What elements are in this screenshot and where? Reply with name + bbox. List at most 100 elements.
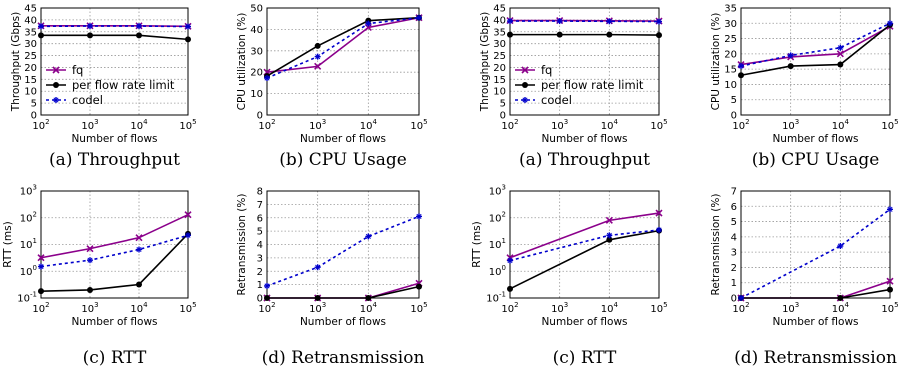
chart-caption: (a) Throughput (519, 150, 650, 170)
data-point-codel (738, 295, 744, 301)
y-tick-label: 8 (257, 187, 263, 198)
y-tick-label: 101 (489, 237, 506, 251)
chart-caption: (c) RTT (553, 348, 617, 368)
x-axis-label: Number of flows (772, 316, 858, 328)
data-point-rate (87, 286, 93, 293)
y-tick-label: 5 (731, 95, 737, 106)
series-line-fq (266, 16, 420, 73)
y-tick-label: 7 (731, 187, 737, 198)
y-tick-label: 30 (724, 19, 737, 30)
y-tick-label: 5 (731, 217, 737, 228)
data-point-fq (521, 66, 529, 74)
y-tick-label: 15 (24, 75, 37, 86)
y-tick-label: 35 (493, 27, 506, 38)
data-point-codel (185, 23, 191, 30)
y-tick-label: 35 (724, 4, 737, 15)
x-tick-label: 104 (130, 301, 148, 315)
data-point-codel (837, 44, 844, 51)
data-point-codel (787, 52, 794, 59)
data-point-rate (87, 32, 93, 39)
y-tick-label: 30 (493, 39, 506, 50)
y-tick-label: 5 (257, 227, 263, 238)
data-point-rate (507, 31, 513, 38)
data-point-codel (38, 23, 44, 30)
x-tick-label: 102 (258, 118, 275, 132)
data-point-rate (416, 283, 422, 290)
y-tick-label: 2 (731, 263, 737, 274)
legend-label-fq: fq (72, 63, 83, 77)
y-axis-label: Retransmission (%) (710, 194, 722, 296)
plot-frame (740, 190, 891, 299)
chart-panel-4: 102 103 104 105 0 5 10 15 20 25 30 35 Number of flow… (710, 4, 899, 146)
series-line-codel (40, 234, 189, 268)
x-tick-label: 105 (179, 301, 196, 315)
y-tick-label: 20 (724, 49, 737, 60)
x-axis-label: Number of flows (71, 133, 157, 145)
data-point-fq (655, 209, 663, 217)
chart-caption: (d) Retransmission (262, 348, 425, 368)
x-tick-label: 105 (410, 301, 427, 315)
x-tick-label: 103 (309, 301, 326, 315)
y-tick-label: 10 (250, 89, 263, 100)
y-tick-label: 10 (724, 80, 737, 91)
data-point-rate (507, 285, 513, 292)
y-tick-label: 40 (24, 15, 37, 26)
x-tick-label: 104 (130, 118, 148, 132)
y-tick-label: 40 (493, 15, 506, 26)
y-tick-label: 1 (731, 278, 737, 289)
y-tick-label: 0 (257, 111, 263, 122)
data-point-fq (314, 62, 322, 70)
data-point-rate (606, 236, 613, 243)
y-tick-label: 10 (24, 87, 37, 98)
data-point-codel (606, 232, 613, 239)
series-line-rate (740, 24, 891, 77)
y-tick-label: 10 (493, 87, 506, 98)
y-axis-label: Throughput (Gbps) (479, 12, 491, 112)
chart-caption: (b) CPU Usage (752, 150, 880, 170)
data-point-codel (556, 18, 563, 25)
data-point-fq (86, 245, 94, 253)
x-tick-label: 104 (832, 118, 850, 132)
x-tick-label: 103 (81, 118, 98, 132)
data-point-codel (656, 18, 662, 25)
data-point-codel (314, 264, 321, 271)
data-point-rate (38, 32, 44, 39)
chart-panel-2: 102 103 104 105 0 10 20 30 40 50 Number of flows CP… (236, 4, 428, 146)
data-point-codel (38, 263, 44, 270)
y-tick-label: 0 (500, 111, 506, 122)
data-point-rate (887, 286, 893, 293)
data-point-codel (185, 232, 191, 239)
data-point-codel (887, 206, 893, 213)
plot-frame (509, 190, 660, 299)
y-tick-label: 25 (724, 34, 737, 45)
x-axis-label: Number of flows (71, 316, 157, 328)
series-line-rate (41, 34, 189, 41)
y-axis-label: CPU utilization (%) (236, 13, 248, 111)
data-point-rate (837, 295, 844, 301)
x-tick-label: 102 (501, 301, 518, 315)
chart-caption: (c) RTT (83, 348, 147, 368)
data-point-codel (53, 97, 59, 103)
x-tick-label: 103 (551, 301, 568, 315)
data-point-codel (738, 63, 744, 70)
y-tick-label: 5 (500, 99, 506, 110)
x-tick-label: 105 (881, 301, 898, 315)
y-tick-label: 0 (257, 294, 263, 305)
plot-frame (509, 7, 660, 116)
x-tick-label: 102 (32, 118, 49, 132)
series-line-rate (267, 285, 420, 299)
series-line-fq (267, 282, 420, 299)
x-tick-label: 102 (732, 301, 749, 315)
data-point-fq (37, 254, 45, 262)
x-tick-label: 102 (258, 301, 275, 315)
series-line-rate (40, 233, 189, 292)
series-line-codel (266, 16, 420, 79)
plot-frame (40, 7, 189, 116)
x-axis-label: Number of flows (300, 316, 386, 328)
data-point-rate (738, 72, 744, 79)
x-tick-label: 104 (601, 118, 619, 132)
data-point-rate (264, 295, 270, 301)
data-point-rate (522, 82, 528, 88)
